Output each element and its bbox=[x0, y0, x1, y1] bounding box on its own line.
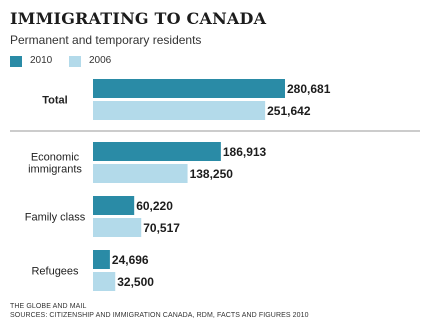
value-label-family-class-2006: 70,517 bbox=[143, 221, 180, 235]
category-label-refugees: Refugees bbox=[31, 266, 79, 278]
legend-label-2010: 2010 bbox=[30, 55, 53, 66]
chart-subtitle: Permanent and temporary residents bbox=[10, 33, 202, 47]
legend-label-2006: 2006 bbox=[89, 55, 112, 66]
category-label-economic-immigrants-line2: immigrants bbox=[28, 164, 82, 176]
bar-family-class-2006 bbox=[93, 218, 142, 237]
bar-total-2010 bbox=[93, 79, 285, 98]
value-label-economic-immigrants-2006: 138,250 bbox=[190, 167, 234, 181]
category-label-total: Total bbox=[42, 95, 67, 107]
legend-swatch-2010 bbox=[10, 56, 22, 67]
category-label-family-class: Family class bbox=[25, 212, 86, 224]
value-label-total-2010: 280,681 bbox=[287, 82, 331, 96]
bar-economic-immigrants-2006 bbox=[93, 164, 188, 183]
value-label-family-class-2010: 60,220 bbox=[136, 199, 173, 213]
category-label-economic-immigrants-line1: Economic bbox=[31, 152, 80, 164]
chart-title: IMMIGRATING TO CANADA bbox=[10, 9, 267, 28]
bar-refugees-2010 bbox=[93, 250, 110, 269]
bar-total-2006 bbox=[93, 101, 266, 120]
bar-refugees-2006 bbox=[93, 272, 116, 291]
bar-economic-immigrants-2010 bbox=[93, 142, 221, 161]
value-label-economic-immigrants-2010: 186,913 bbox=[223, 145, 267, 159]
value-label-refugees-2010: 24,696 bbox=[112, 253, 149, 267]
credit-text: THE GLOBE AND MAIL bbox=[10, 303, 87, 310]
value-label-refugees-2006: 32,500 bbox=[117, 275, 154, 289]
legend-swatch-2006 bbox=[69, 56, 81, 67]
bar-family-class-2010 bbox=[93, 196, 135, 215]
value-label-total-2006: 251,642 bbox=[267, 104, 311, 118]
sources-text: SOURCES: CITIZENSHIP AND IMMIGRATION CAN… bbox=[10, 312, 309, 319]
